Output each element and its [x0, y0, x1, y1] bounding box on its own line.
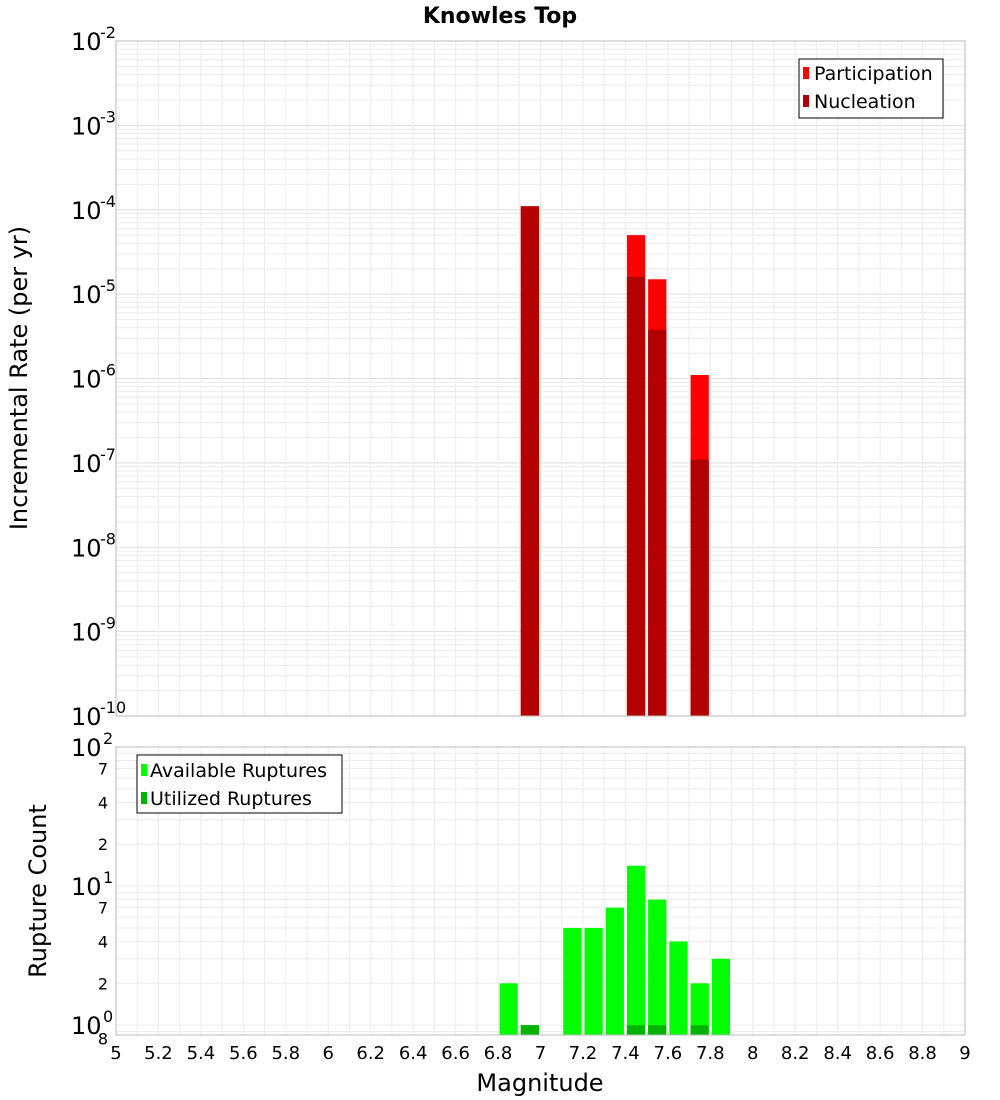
bar-utilized-ruptures — [648, 1025, 667, 1035]
x-tick-label: 7.8 — [696, 1043, 725, 1064]
bar-nucleation — [648, 329, 667, 716]
top-y-tick-exponent: -8 — [100, 529, 116, 548]
top-bars — [520, 206, 709, 716]
top-y-tick-exponent: -6 — [100, 361, 116, 380]
top-y-tick-exponent: -9 — [100, 614, 116, 633]
bottom-y-tick-exponent: 1 — [103, 868, 113, 887]
top-y-tick-exponent: -2 — [100, 23, 116, 42]
bar-nucleation — [690, 459, 709, 716]
bar-utilized-ruptures — [690, 1025, 709, 1035]
top-y-tick-label: 10 — [71, 366, 102, 394]
x-axis-label: Magnitude — [476, 1069, 603, 1097]
legend-swatch-utilized — [141, 792, 147, 804]
bottom-bars — [499, 865, 731, 1035]
bar-available-ruptures — [669, 941, 688, 1035]
top-y-tick-label: 10 — [71, 450, 102, 478]
x-tick-label: 8.8 — [908, 1043, 937, 1064]
x-tick-label: 6 — [323, 1043, 334, 1064]
x-tick-label: 6.2 — [356, 1043, 385, 1064]
legend-label-participation: Participation — [814, 63, 933, 85]
bottom-y-minor-tick-label: 7 — [98, 899, 108, 918]
top-plot-border — [115, 40, 966, 717]
bar-available-ruptures — [584, 927, 603, 1035]
top-y-tick-exponent: -4 — [100, 192, 116, 211]
x-tick-label: 6.8 — [484, 1043, 513, 1064]
bottom-y-minor-tick-label: 7 — [98, 760, 108, 779]
x-tick-label: 5.4 — [187, 1043, 216, 1064]
x-tick-label: 5.8 — [271, 1043, 300, 1064]
x-tick-label: 5.2 — [144, 1043, 173, 1064]
top-y-tick-exponent: -5 — [100, 276, 116, 295]
x-tick-label: 8.6 — [866, 1043, 895, 1064]
x-tick-label: 7.4 — [611, 1043, 640, 1064]
bottom-y-minor-tick-label: 4 — [98, 932, 108, 951]
top-y-tick-label: 10 — [71, 703, 102, 731]
x-tick-label: 5 — [110, 1043, 121, 1064]
top-legend-box — [798, 58, 944, 119]
top-legend: Participation Nucleation — [798, 58, 944, 119]
legend-swatch-nucleation — [803, 95, 809, 107]
bar-utilized-ruptures — [626, 1025, 646, 1035]
bottom-y-minor-tick-label: 8 — [98, 1030, 108, 1049]
bottom-y-tick-label: 10 — [71, 1012, 102, 1040]
x-tick-label: 7.2 — [569, 1043, 598, 1064]
bottom-grid — [115, 747, 966, 1035]
bar-available-ruptures — [648, 899, 667, 1035]
x-tick-label: 8.2 — [781, 1043, 810, 1064]
bottom-legend: Available Ruptures Utilized Ruptures — [136, 754, 343, 814]
legend-swatch-available — [141, 764, 147, 776]
bar-nucleation — [626, 276, 646, 716]
top-y-tick-label: 10 — [71, 112, 102, 140]
bar-available-ruptures — [563, 927, 582, 1035]
bottom-legend-box — [136, 754, 343, 814]
bottom-y-axis-label: Rupture Count — [24, 804, 52, 978]
top-y-tick-label: 10 — [71, 28, 102, 56]
bar-available-ruptures — [626, 865, 646, 1035]
legend-label-available: Available Ruptures — [150, 760, 327, 782]
bar-utilized-ruptures — [520, 1025, 539, 1035]
bottom-plot-border — [115, 746, 966, 1036]
bar-available-ruptures — [499, 983, 518, 1035]
bar-available-ruptures — [690, 983, 709, 1035]
top-y-tick-label: 10 — [71, 197, 102, 225]
x-tick-label: 6.6 — [441, 1043, 470, 1064]
bar-available-ruptures — [605, 907, 624, 1035]
top-y-tick-exponent: -3 — [100, 107, 116, 126]
legend-label-nucleation: Nucleation — [814, 91, 916, 113]
top-y-tick-exponent: -10 — [100, 698, 126, 717]
x-tick-label: 7 — [535, 1043, 546, 1064]
x-tick-label: 9 — [959, 1043, 970, 1064]
top-y-tick-label: 10 — [71, 534, 102, 562]
bar-nucleation — [520, 206, 539, 716]
top-grid — [115, 41, 966, 717]
bottom-y-tick-exponent: 0 — [103, 1007, 113, 1026]
bottom-y-tick-label: 10 — [71, 734, 102, 762]
bottom-y-minor-tick-label: 4 — [98, 793, 108, 812]
chart-title: Knowles Top — [423, 4, 577, 29]
bottom-y-tick-exponent: 2 — [103, 729, 113, 748]
top-y-axis-label: Incremental Rate (per yr) — [5, 226, 33, 530]
bottom-y-tick-label: 10 — [71, 873, 102, 901]
x-ticks: 5 5.2 5.4 5.6 5.8 6 6.2 6.4 6.6 6.8 7 7.2 7.4 7.6 7.8 8… — [110, 1043, 970, 1064]
bar-available-ruptures — [711, 958, 731, 1035]
x-tick-label: 6.4 — [399, 1043, 428, 1064]
bottom-y-minor-tick-label: 2 — [98, 835, 108, 854]
top-y-tick-exponent: -7 — [100, 445, 116, 464]
legend-swatch-participation — [803, 67, 809, 79]
top-y-tick-label: 10 — [71, 619, 102, 647]
top-y-tick-label: 10 — [71, 281, 102, 309]
x-tick-label: 8 — [747, 1043, 758, 1064]
x-tick-label: 8.4 — [823, 1043, 852, 1064]
legend-label-utilized: Utilized Ruptures — [150, 788, 312, 810]
x-tick-label: 5.6 — [229, 1043, 258, 1064]
bottom-y-minor-tick-label: 2 — [98, 974, 108, 993]
x-tick-label: 7.6 — [654, 1043, 683, 1064]
